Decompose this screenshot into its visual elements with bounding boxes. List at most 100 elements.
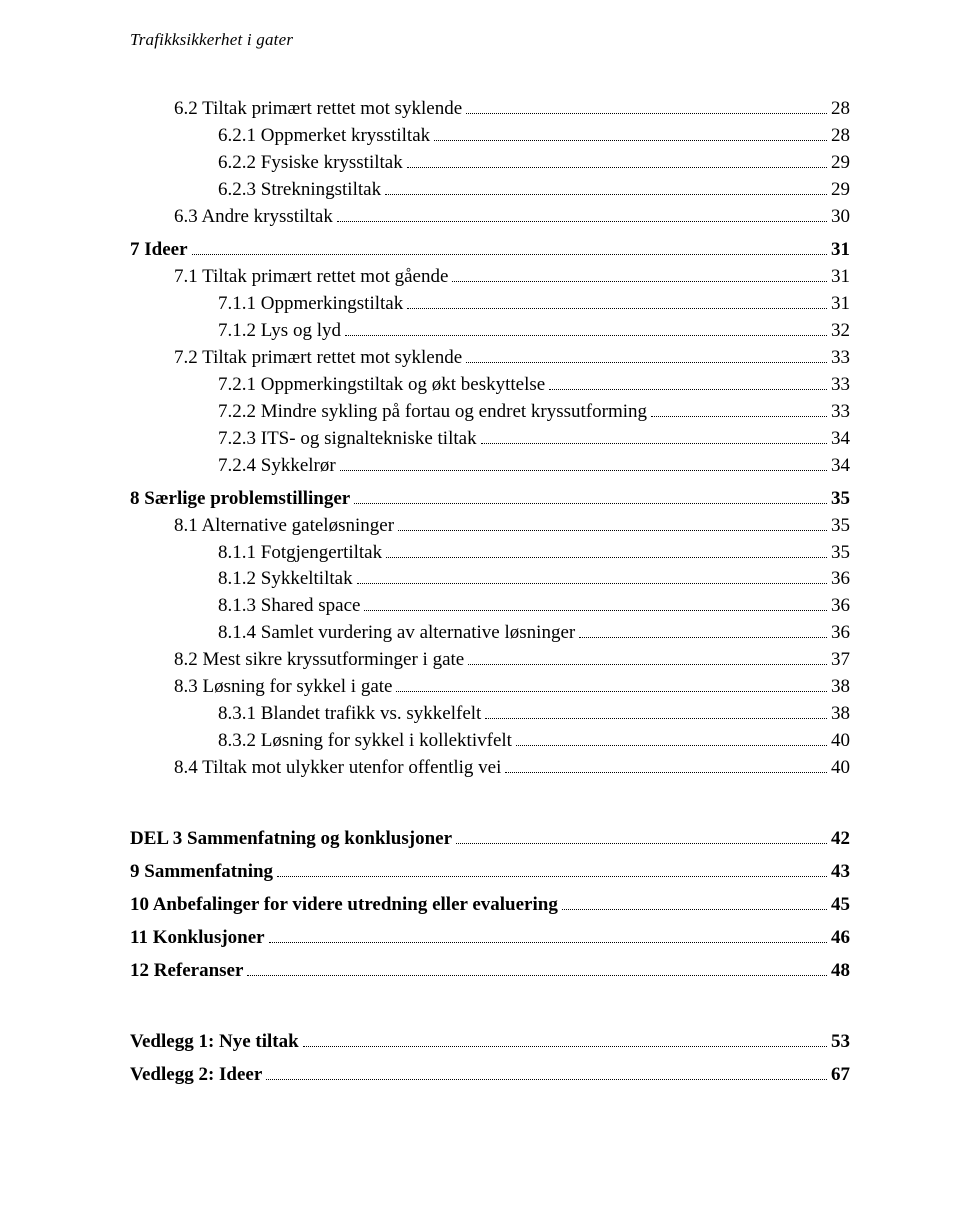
toc-entry-label: 8 Særlige problemstillinger — [130, 486, 350, 513]
toc-entry-label: 8.1.3 Shared space — [218, 593, 360, 620]
toc-entry: 9 Sammenfatning 43 — [130, 859, 850, 886]
toc-entry-label: 8.3.1 Blandet trafikk vs. sykkelfelt — [218, 701, 481, 728]
toc-leader-dots — [269, 930, 827, 943]
toc-entry-page: 31 — [831, 237, 850, 264]
toc-leader-dots — [398, 517, 827, 530]
toc-entry: 8.3.2 Løsning for sykkel i kollektivfelt… — [218, 728, 850, 755]
toc-entry-label: 11 Konklusjoner — [130, 925, 265, 952]
toc-entry-label: Vedlegg 2: Ideer — [130, 1062, 262, 1089]
toc-entry-label: 8.1.2 Sykkeltiltak — [218, 566, 353, 593]
toc-leader-dots — [266, 1067, 827, 1080]
toc-leader-dots — [340, 457, 827, 470]
toc-entry: 7.2.2 Mindre sykling på fortau og endret… — [218, 399, 850, 426]
toc-entry-page: 34 — [831, 453, 850, 480]
toc-entry: 6.2.2 Fysiske krysstiltak 29 — [218, 150, 850, 177]
toc-entry-page: 53 — [831, 1029, 850, 1056]
toc-leader-dots — [386, 544, 827, 557]
toc-leader-dots — [277, 864, 827, 877]
toc-entry-label: 7.2 Tiltak primært rettet mot syklende — [174, 345, 462, 372]
toc-entry: Vedlegg 2: Ideer 67 — [130, 1062, 850, 1089]
toc-entry-label: 6.2.2 Fysiske krysstiltak — [218, 150, 403, 177]
toc-leader-dots — [468, 652, 827, 665]
toc-entry-page: 32 — [831, 318, 850, 345]
toc-entry-page: 38 — [831, 701, 850, 728]
toc-leader-dots — [354, 490, 827, 503]
toc-entry: 12 Referanser 48 — [130, 958, 850, 985]
toc-leader-dots — [651, 403, 827, 416]
toc-entry: 6.3 Andre krysstiltak30 — [174, 204, 850, 231]
toc-entry-label: 7.2.1 Oppmerkingstiltak og økt beskyttel… — [218, 372, 545, 399]
toc-entry-page: 40 — [831, 728, 850, 755]
toc-entry-page: 34 — [831, 426, 850, 453]
toc-entry-label: 10 Anbefalinger for videre utredning ell… — [130, 892, 558, 919]
toc-entry-label: 8.1.4 Samlet vurdering av alternative lø… — [218, 620, 575, 647]
toc-entry-label: 6.2 Tiltak primært rettet mot syklende — [174, 96, 462, 123]
toc-entry-page: 67 — [831, 1062, 850, 1089]
toc-entry: 7.1.1 Oppmerkingstiltak31 — [218, 291, 850, 318]
toc-entry-label: 7.2.2 Mindre sykling på fortau og endret… — [218, 399, 647, 426]
toc-entry: 6.2.1 Oppmerket krysstiltak28 — [218, 123, 850, 150]
toc-entry-page: 45 — [831, 892, 850, 919]
toc-entry-label: 7.1 Tiltak primært rettet mot gående — [174, 264, 448, 291]
toc-entry-page: 33 — [831, 345, 850, 372]
toc-leader-dots — [364, 598, 827, 611]
toc-leader-dots — [481, 430, 827, 443]
toc-leader-dots — [357, 571, 827, 584]
toc-entry-label: 8.3 Løsning for sykkel i gate — [174, 674, 392, 701]
toc-entry-page: 31 — [831, 264, 850, 291]
toc-leader-dots — [579, 625, 827, 638]
toc-leader-dots — [434, 128, 827, 141]
toc-entry-page: 29 — [831, 150, 850, 177]
toc-entry: 6.2 Tiltak primært rettet mot syklende28 — [174, 96, 850, 123]
toc-entry: 7.1.2 Lys og lyd 32 — [218, 318, 850, 345]
toc-leader-dots — [407, 295, 827, 308]
toc-entry-label: 8.1.1 Fotgjengertiltak — [218, 540, 382, 567]
toc-entry: 7.1 Tiltak primært rettet mot gående 31 — [174, 264, 850, 291]
toc-entry: 6.2.3 Strekningstiltak29 — [218, 177, 850, 204]
toc-entry-page: 46 — [831, 925, 850, 952]
page-container: Trafikksikkerhet i gater 6.2 Tiltak prim… — [0, 0, 960, 1139]
toc-leader-dots — [337, 209, 827, 222]
toc-entry-page: 43 — [831, 859, 850, 886]
toc-entry-label: 6.2.1 Oppmerket krysstiltak — [218, 123, 430, 150]
toc-entry: 8.3.1 Blandet trafikk vs. sykkelfelt 38 — [218, 701, 850, 728]
toc-entry: 8.2 Mest sikre kryssutforminger i gate 37 — [174, 647, 850, 674]
toc-leader-dots — [385, 182, 827, 195]
toc-entry-label: 8.3.2 Løsning for sykkel i kollektivfelt — [218, 728, 512, 755]
toc-entry-page: 35 — [831, 513, 850, 540]
toc-entry-page: 40 — [831, 755, 850, 782]
toc-leader-dots — [562, 897, 827, 910]
toc-leader-dots — [407, 155, 827, 168]
toc-entry-label: 8.2 Mest sikre kryssutforminger i gate — [174, 647, 464, 674]
toc-leader-dots — [549, 376, 827, 389]
toc-entry: 10 Anbefalinger for videre utredning ell… — [130, 892, 850, 919]
toc-entry: 7.2.4 Sykkelrør34 — [218, 453, 850, 480]
toc-leader-dots — [456, 831, 827, 844]
toc-entry-label: 8.1 Alternative gateløsninger — [174, 513, 394, 540]
toc-leader-dots — [505, 760, 827, 773]
toc-leader-dots — [345, 322, 827, 335]
toc-leader-dots — [466, 101, 827, 114]
toc-entry-page: 36 — [831, 566, 850, 593]
toc-entry-page: 29 — [831, 177, 850, 204]
toc-leader-dots — [303, 1034, 827, 1047]
toc-entry-page: 37 — [831, 647, 850, 674]
toc-entry-label: Vedlegg 1: Nye tiltak — [130, 1029, 299, 1056]
toc-entry: DEL 3 Sammenfatning og konklusjoner42 — [130, 826, 850, 853]
table-of-contents: 6.2 Tiltak primært rettet mot syklende28… — [130, 96, 850, 1089]
toc-entry: Vedlegg 1: Nye tiltak 53 — [130, 1029, 850, 1056]
toc-entry-page: 42 — [831, 826, 850, 853]
toc-entry-page: 48 — [831, 958, 850, 985]
toc-entry: 8.1.2 Sykkeltiltak 36 — [218, 566, 850, 593]
toc-entry-label: 7.1.2 Lys og lyd — [218, 318, 341, 345]
toc-entry-label: 9 Sammenfatning — [130, 859, 273, 886]
toc-entry-page: 38 — [831, 674, 850, 701]
toc-entry-label: 12 Referanser — [130, 958, 243, 985]
toc-entry-page: 33 — [831, 399, 850, 426]
toc-entry: 8.1.4 Samlet vurdering av alternative lø… — [218, 620, 850, 647]
toc-leader-dots — [247, 963, 827, 976]
toc-leader-dots — [452, 268, 827, 281]
toc-leader-dots — [516, 733, 827, 746]
toc-entry-page: 36 — [831, 620, 850, 647]
toc-entry: 8.4 Tiltak mot ulykker utenfor offentlig… — [174, 755, 850, 782]
